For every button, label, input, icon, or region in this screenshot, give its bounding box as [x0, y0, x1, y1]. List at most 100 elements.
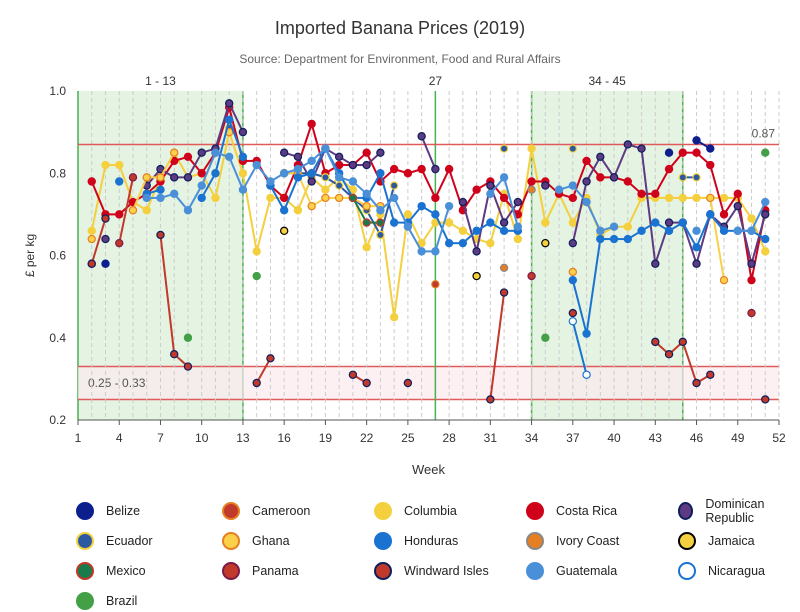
data-point — [389, 193, 399, 203]
data-point — [527, 144, 536, 153]
data-point — [87, 226, 96, 236]
data-point — [747, 275, 756, 285]
legend-item-nicaragua[interactable]: Nicaragua — [678, 560, 765, 582]
data-point — [197, 169, 206, 178]
data-point — [651, 189, 660, 199]
data-point — [596, 152, 605, 161]
data-point — [733, 189, 742, 199]
legend-swatch — [678, 502, 694, 520]
data-point — [513, 197, 523, 207]
legend-item-costa-rica[interactable]: Costa Rica — [526, 500, 617, 522]
series-line-segment — [585, 238, 602, 334]
data-point — [197, 181, 206, 190]
data-point — [692, 148, 701, 157]
data-point — [568, 308, 578, 318]
legend-item-jamaica[interactable]: Jamaica — [678, 530, 755, 552]
data-point — [651, 259, 660, 268]
series-line-segment — [709, 164, 725, 215]
legend-item-panama[interactable]: Panama — [222, 560, 299, 582]
x-tick-label: 46 — [690, 431, 704, 445]
legend-item-windward-isles[interactable]: Windward Isles — [374, 560, 489, 582]
x-tick-label: 25 — [401, 431, 415, 445]
data-point — [527, 185, 536, 194]
data-point — [568, 144, 578, 153]
x-tick-label: 34 — [525, 431, 539, 445]
legend-label: Ivory Coast — [556, 534, 620, 548]
series-line-segment — [228, 156, 244, 191]
data-point — [266, 354, 275, 363]
series-line-segment — [159, 234, 176, 355]
data-point — [307, 169, 316, 178]
x-tick-label: 28 — [442, 431, 456, 445]
data-point — [403, 210, 413, 219]
data-point — [266, 177, 275, 186]
data-point — [596, 226, 605, 236]
data-point — [389, 181, 399, 190]
series-guatemala — [142, 144, 770, 256]
data-point — [568, 275, 578, 285]
x-tick-label: 52 — [772, 431, 786, 445]
data-point — [541, 181, 550, 190]
data-point — [238, 152, 248, 161]
data-point — [444, 218, 454, 227]
series-line-segment — [310, 123, 327, 174]
series-line-segment — [269, 185, 286, 211]
data-point — [568, 317, 578, 326]
series-line-segment — [187, 152, 203, 178]
data-point — [664, 218, 674, 227]
legend-item-guatemala[interactable]: Guatemala — [526, 560, 617, 582]
data-point — [403, 222, 413, 231]
data-point — [389, 312, 399, 322]
series-line-segment — [352, 197, 368, 224]
data-point — [678, 337, 687, 347]
data-point — [115, 160, 124, 170]
legend-swatch — [526, 562, 544, 580]
data-point — [279, 148, 289, 157]
y-tick-label: 0.6 — [49, 249, 66, 263]
legend-item-cameroon[interactable]: Cameroon — [222, 500, 310, 522]
legend-item-columbia[interactable]: Columbia — [374, 500, 457, 522]
legend-item-ecuador[interactable]: Ecuador — [76, 530, 153, 552]
data-point — [293, 206, 303, 215]
series-line-segment — [393, 197, 409, 228]
legend-item-mexico[interactable]: Mexico — [76, 560, 146, 582]
data-point — [376, 218, 385, 227]
legend-label: Columbia — [404, 504, 457, 518]
data-point — [156, 185, 165, 194]
data-point — [87, 259, 96, 268]
data-point — [279, 206, 289, 215]
legend-item-dominican-republic[interactable]: Dominican Republic — [678, 497, 796, 525]
data-point — [101, 234, 110, 244]
data-point — [472, 226, 481, 236]
series-line-segment — [681, 222, 698, 265]
data-point — [431, 247, 440, 256]
data-point — [651, 218, 660, 227]
data-point — [183, 152, 193, 161]
legend-item-brazil[interactable]: Brazil — [76, 590, 137, 612]
x-tick-label: 22 — [360, 431, 374, 445]
series-line-segment — [297, 156, 313, 182]
data-point — [609, 234, 619, 244]
data-point — [431, 164, 440, 174]
data-point — [252, 271, 261, 281]
series-line-segment — [393, 214, 409, 318]
legend-swatch — [374, 502, 392, 520]
data-point — [334, 193, 344, 203]
legend-item-ivory-coast[interactable]: Ivory Coast — [526, 530, 619, 552]
data-point — [582, 177, 591, 186]
data-point — [417, 132, 426, 141]
data-point — [568, 218, 578, 227]
series-ivory-coast — [499, 185, 536, 273]
legend-item-belize[interactable]: Belize — [76, 500, 140, 522]
legend-item-ghana[interactable]: Ghana — [222, 530, 290, 552]
series-line-segment — [613, 144, 629, 178]
x-tick-label: 16 — [277, 431, 291, 445]
legend-item-honduras[interactable]: Honduras — [374, 530, 458, 552]
series-cameroon — [431, 280, 440, 289]
data-point — [596, 234, 605, 244]
data-point — [362, 201, 371, 211]
data-point — [499, 144, 509, 153]
data-point — [444, 238, 454, 248]
legend-label: Windward Isles — [404, 564, 489, 578]
data-point — [568, 267, 578, 277]
